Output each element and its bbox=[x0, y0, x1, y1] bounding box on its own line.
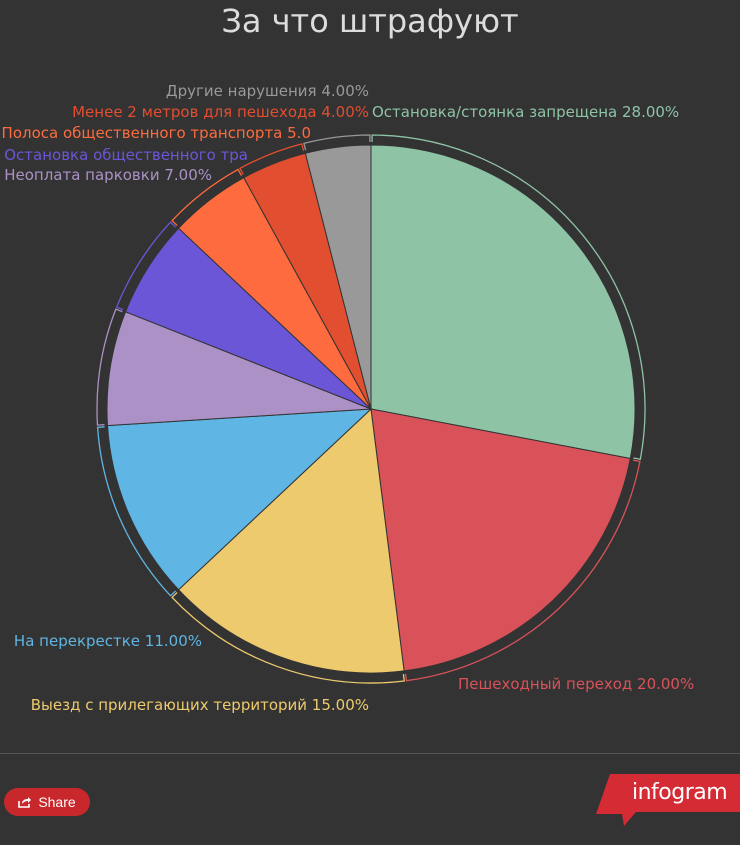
share-button[interactable]: Share bbox=[4, 788, 90, 816]
slice-bracket bbox=[171, 592, 405, 684]
pie-slice[interactable] bbox=[106, 311, 372, 427]
slice-bracket bbox=[115, 221, 177, 311]
slice-label: Неоплата парковки 7.00% bbox=[4, 166, 212, 184]
slice-label: Пешеходный переход 20.00% bbox=[458, 675, 694, 693]
pie-slice[interactable] bbox=[177, 407, 405, 674]
slice-label: Остановка/стоянка запрещена 28.00% bbox=[372, 103, 679, 121]
slice-label: Выезд с прилегающих территорий 15.00% bbox=[31, 696, 369, 714]
footer-divider bbox=[0, 753, 740, 754]
slice-label: На перекрестке 11.00% bbox=[14, 632, 202, 650]
chart-title: За что штрафуют bbox=[221, 2, 519, 40]
slice-bracket bbox=[371, 134, 646, 461]
slice-bracket bbox=[171, 168, 243, 226]
pie-chart: Остановка/стоянка запрещена 28.00% Пешехо… bbox=[2, 82, 695, 714]
slice-label: Менее 2 метров для пешехода 4.00% bbox=[72, 103, 369, 121]
share-label: Share bbox=[38, 794, 76, 810]
logo-flag-icon bbox=[596, 774, 740, 826]
pie-slice[interactable] bbox=[106, 408, 373, 591]
infogram-logo[interactable]: infogram bbox=[596, 774, 740, 828]
logo-text: infogram bbox=[632, 780, 728, 805]
slice-bracket bbox=[96, 426, 177, 597]
slice-bracket bbox=[303, 134, 371, 151]
pie-slice[interactable] bbox=[304, 144, 372, 410]
slice-label: Другие нарушения 4.00% bbox=[166, 82, 369, 100]
slice-bracket bbox=[239, 143, 305, 175]
pie-slice[interactable] bbox=[370, 144, 636, 460]
share-icon bbox=[18, 796, 32, 808]
slice-label: Остановка общественного тра bbox=[4, 146, 248, 164]
pie-slice[interactable] bbox=[370, 408, 631, 672]
slice-bracket bbox=[404, 459, 641, 682]
slice-label: Полоса общественного транспорта 5.0 bbox=[2, 124, 311, 142]
slice-bracket bbox=[96, 308, 123, 426]
